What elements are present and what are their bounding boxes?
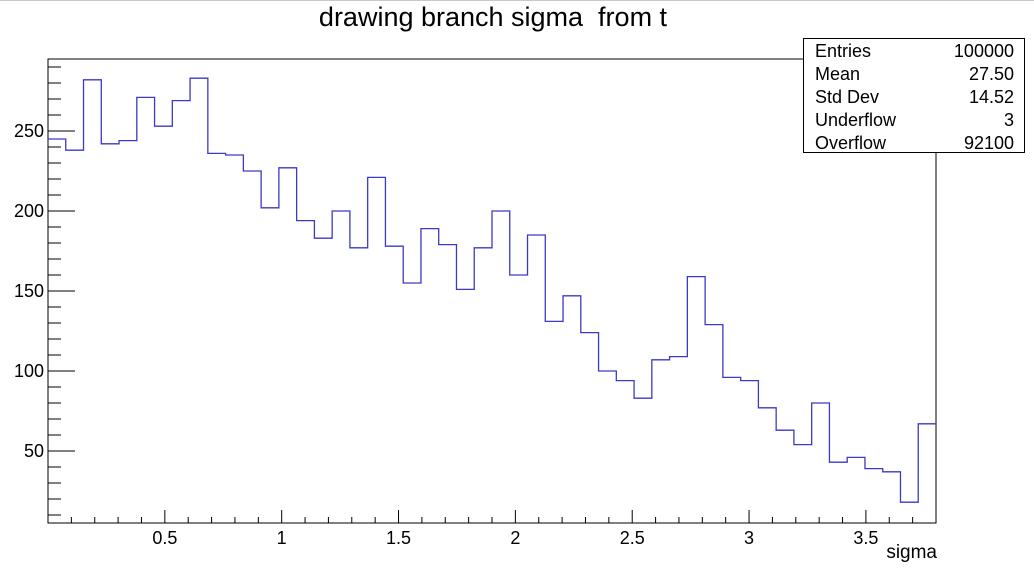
stat-value: 3 xyxy=(1003,110,1014,130)
y-tick-label: 200 xyxy=(14,201,44,221)
stat-row-mean: Mean 27.50 xyxy=(815,63,1014,86)
x-tick-label: 0.5 xyxy=(152,528,177,548)
x-axis-label: sigma xyxy=(886,542,937,563)
stat-value: 100000 xyxy=(953,41,1014,61)
x-tick-label: 1 xyxy=(277,528,287,548)
chart-title: drawing branch sigma from t xyxy=(318,2,668,32)
stat-row-stddev: Std Dev 14.52 xyxy=(815,86,1014,109)
stat-label: Std Dev xyxy=(815,87,880,107)
x-axis: 0.5 1 1.5 2 2.5 3 3.5 xyxy=(70,510,914,548)
stat-label: Entries xyxy=(815,41,872,61)
stat-row-underflow: Underflow 3 xyxy=(815,109,1014,132)
x-tick-label: 1.5 xyxy=(386,528,411,548)
stat-label: Mean xyxy=(815,64,861,84)
stat-label: Underflow xyxy=(815,110,897,130)
y-tick-label: 100 xyxy=(14,361,44,381)
x-tick-label: 2.5 xyxy=(620,528,645,548)
x-tick-label: 3 xyxy=(744,528,754,548)
stat-label: Overflow xyxy=(815,133,887,153)
stat-value: 14.52 xyxy=(968,87,1014,107)
y-tick-label: 250 xyxy=(14,121,44,141)
stat-value: 92100 xyxy=(963,133,1014,153)
y-tick-label: 150 xyxy=(14,281,44,301)
y-tick-label: 50 xyxy=(24,441,44,461)
histogram-line xyxy=(48,77,936,503)
stat-row-overflow: Overflow 92100 xyxy=(815,132,1014,155)
y-axis: 50 100 150 200 250 xyxy=(14,66,75,516)
stat-value: 27.50 xyxy=(968,64,1014,84)
top-border xyxy=(0,0,1034,1)
stats-box: Entries 100000 Mean 27.50 Std Dev 14.52 … xyxy=(803,38,1025,153)
stat-row-entries: Entries 100000 xyxy=(815,40,1014,63)
x-tick-label: 3.5 xyxy=(853,528,878,548)
x-tick-label: 2 xyxy=(510,528,520,548)
